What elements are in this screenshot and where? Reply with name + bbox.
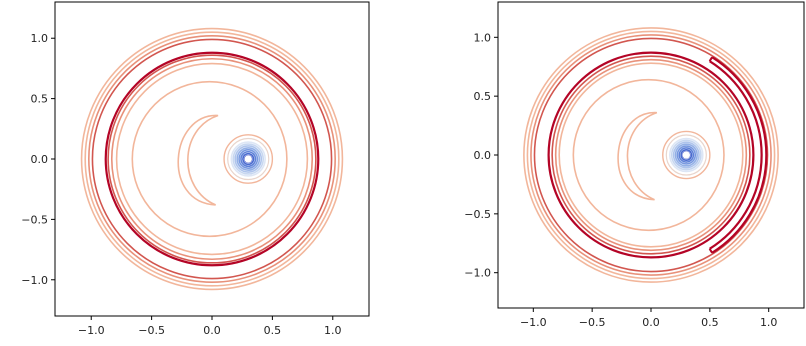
y-tick-label: −1.0 [464, 267, 491, 280]
contour-ring [526, 30, 776, 280]
contour-well-level [676, 145, 697, 165]
y-tick-label: 1.0 [474, 31, 492, 44]
y-tick-label: 0.5 [31, 93, 49, 106]
contour-well-level [678, 147, 695, 163]
y-tick-label: −0.5 [21, 213, 48, 226]
contour-ring [533, 37, 769, 273]
x-tick-label: 0.0 [203, 324, 221, 337]
axes-frame [497, 1, 805, 309]
y-tick-label: −0.5 [464, 208, 491, 221]
x-tick-label: −0.5 [138, 324, 165, 337]
y-tick-label: 0.5 [474, 90, 492, 103]
contour-inner-loop [131, 80, 288, 238]
contour-crescent [177, 114, 219, 206]
y-tick-label: 0.0 [31, 153, 49, 166]
contour-well-level [672, 141, 700, 169]
x-tick-label: 1.0 [760, 316, 778, 329]
contour-well-level [236, 147, 261, 171]
contour-ring [551, 55, 751, 255]
contour-well-level [232, 143, 265, 175]
contour-ring [84, 31, 340, 287]
x-tick-label: 1.0 [324, 324, 342, 337]
contour-ring [547, 51, 755, 259]
contour-ring [104, 51, 320, 267]
contour-crescent [617, 111, 658, 201]
axes-frame [54, 1, 370, 317]
contour-ring [91, 38, 333, 280]
contour-arc-cap [708, 248, 713, 254]
x-tick-label: −1.0 [78, 324, 105, 337]
contour-well-level [230, 141, 266, 177]
axes-panel-1: −1.0 −0.5 0.0 0.5 1.0 −1.0 −0.5 0.0 0.5 1.0 [21, 1, 370, 337]
contour-well-level [669, 137, 704, 173]
contour-ring [558, 62, 744, 248]
contour-arc-cap [708, 56, 713, 62]
contour-well-level [240, 150, 257, 168]
contour-well-level [674, 143, 698, 167]
axes-panel-2: −1.0 −0.5 0.0 0.5 1.0 −1.0 −0.5 0.0 0.5 1.0 [464, 1, 805, 329]
contour-well-level [242, 152, 255, 166]
contour-well-outer [662, 130, 711, 180]
contour-well-ring [665, 134, 707, 176]
contour-arc [711, 56, 768, 254]
contour-well-level [238, 149, 259, 169]
y-tick-label: 0.0 [474, 149, 492, 162]
center-point-marker [682, 151, 691, 159]
contour-ring [107, 54, 317, 264]
contour-ring [80, 27, 344, 291]
x-tick-label: −1.0 [520, 316, 547, 329]
contour-ring [110, 57, 314, 261]
contour-well-level [234, 145, 263, 173]
x-tick-label: 0.5 [264, 324, 282, 337]
x-tick-label: 0.0 [642, 316, 660, 329]
contour-well-level [670, 139, 702, 171]
y-tick-label: 1.0 [31, 32, 49, 45]
contour-inner-loop [572, 78, 725, 232]
contour-arc [709, 60, 763, 250]
contour-ring [523, 27, 779, 283]
contour-ring [530, 34, 772, 276]
center-point-marker [244, 155, 252, 163]
x-tick-label: −0.5 [579, 316, 606, 329]
contour-ring [554, 58, 748, 252]
contour-ring [115, 62, 309, 256]
contour-well-level [680, 149, 693, 161]
x-tick-label: 0.5 [701, 316, 719, 329]
contour-well-ring [227, 137, 270, 181]
contour-ring [88, 35, 336, 283]
contour-well-outer [223, 134, 274, 184]
y-tick-label: −1.0 [21, 274, 48, 287]
